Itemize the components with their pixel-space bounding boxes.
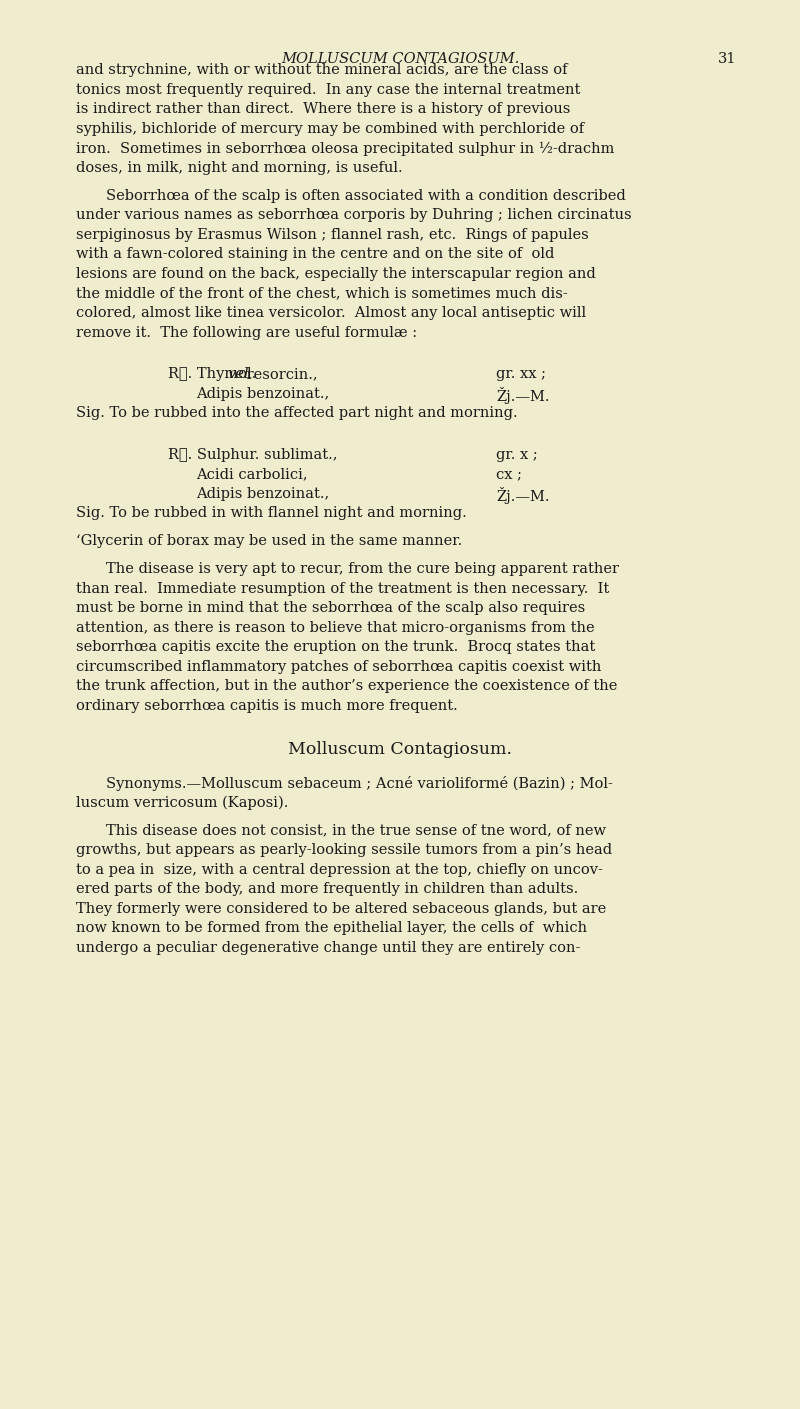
Text: to a pea in  size, with a central depression at the top, chiefly on uncov-: to a pea in size, with a central depress… <box>76 862 603 876</box>
Text: iron.  Sometimes in seborrhœa oleosa precipitated sulphur in ½-drachm: iron. Sometimes in seborrhœa oleosa prec… <box>76 141 614 155</box>
Text: MOLLUSCUM CONTAGIOSUM.: MOLLUSCUM CONTAGIOSUM. <box>281 52 519 66</box>
Text: Synonyms.—Molluscum sebaceum ; Acné varioliformé (Bazin) ; Mol-: Synonyms.—Molluscum sebaceum ; Acné vari… <box>106 776 614 790</box>
Text: vel: vel <box>227 368 249 382</box>
Text: ered parts of the body, and more frequently in children than adults.: ered parts of the body, and more frequen… <box>76 882 578 896</box>
Text: 31: 31 <box>718 52 736 66</box>
Text: Adipis benzoinat.,: Adipis benzoinat., <box>196 488 330 500</box>
Text: the trunk affection, but in the author’s experience the coexistence of the: the trunk affection, but in the author’s… <box>76 679 618 693</box>
Text: Žj.—M.: Žj.—M. <box>496 386 550 404</box>
Text: serpiginosus by Erasmus Wilson ; flannel rash, etc.  Rings of papules: serpiginosus by Erasmus Wilson ; flannel… <box>76 228 589 242</box>
Text: attention, as there is reason to believe that micro-organisms from the: attention, as there is reason to believe… <box>76 621 594 635</box>
Text: The disease is very apt to recur, from the cure being apparent rather: The disease is very apt to recur, from t… <box>106 562 619 576</box>
Text: Žj.—M.: Žj.—M. <box>496 488 550 504</box>
Text: Acidi carbolici,: Acidi carbolici, <box>196 468 308 482</box>
Text: Sig. To be rubbed into the affected part night and morning.: Sig. To be rubbed into the affected part… <box>76 406 518 420</box>
Text: Seborrhœa of the scalp is often associated with a condition described: Seborrhœa of the scalp is often associat… <box>106 189 626 203</box>
Text: colored, almost like tinea versicolor.  Almost any local antiseptic will: colored, almost like tinea versicolor. A… <box>76 306 586 320</box>
Text: Adipis benzoinat.,: Adipis benzoinat., <box>196 386 330 400</box>
Text: They formerly were considered to be altered sebaceous glands, but are: They formerly were considered to be alte… <box>76 902 606 916</box>
Text: gr. x ;: gr. x ; <box>496 448 538 462</box>
Text: circumscribed inflammatory patches of seborrhœa capitis coexist with: circumscribed inflammatory patches of se… <box>76 659 602 674</box>
Text: doses, in milk, night and morning, is useful.: doses, in milk, night and morning, is us… <box>76 161 402 175</box>
Text: undergo a peculiar degenerative change until they are entirely con-: undergo a peculiar degenerative change u… <box>76 941 580 955</box>
Text: Sig. To be rubbed in with flannel night and morning.: Sig. To be rubbed in with flannel night … <box>76 506 466 520</box>
Text: growths, but appears as pearly-looking sessile tumors from a pin’s head: growths, but appears as pearly-looking s… <box>76 843 612 857</box>
Text: than real.  Immediate resumption of the treatment is then necessary.  It: than real. Immediate resumption of the t… <box>76 582 610 596</box>
Text: seborrhœa capitis excite the eruption on the trunk.  Brocq states that: seborrhœa capitis excite the eruption on… <box>76 640 595 654</box>
Text: syphilis, bichloride of mercury may be combined with perchloride of: syphilis, bichloride of mercury may be c… <box>76 123 584 135</box>
Text: and strychnine, with or without the mineral acids, are the class of: and strychnine, with or without the mine… <box>76 63 567 77</box>
Text: lesions are found on the back, especially the interscapular region and: lesions are found on the back, especiall… <box>76 268 596 280</box>
Text: Molluscum Contagiosum.: Molluscum Contagiosum. <box>288 741 512 758</box>
Text: Rℓ. Sulphur. sublimat.,: Rℓ. Sulphur. sublimat., <box>168 448 338 462</box>
Text: Rℓ. Thymol.: Rℓ. Thymol. <box>168 368 261 382</box>
Text: tonics most frequently required.  In any case the internal treatment: tonics most frequently required. In any … <box>76 83 580 97</box>
Text: the middle of the front of the chest, which is sometimes much dis-: the middle of the front of the chest, wh… <box>76 286 568 300</box>
Text: is indirect rather than direct.  Where there is a history of previous: is indirect rather than direct. Where th… <box>76 103 570 117</box>
Text: now known to be formed from the epithelial layer, the cells of  which: now known to be formed from the epitheli… <box>76 921 587 936</box>
Text: ‘Glycerin of borax may be used in the same manner.: ‘Glycerin of borax may be used in the sa… <box>76 534 462 548</box>
Text: luscum verricosum (Kaposi).: luscum verricosum (Kaposi). <box>76 796 288 810</box>
Text: resorcin.,: resorcin., <box>242 368 318 382</box>
Text: This disease does not consist, in the true sense of tne word, of new: This disease does not consist, in the tr… <box>106 824 606 837</box>
Text: under various names as seborrhœa corporis by Duhring ; lichen circinatus: under various names as seborrhœa corpori… <box>76 209 632 223</box>
Text: ⅽx ;: ⅽx ; <box>496 468 522 482</box>
Text: gr. xx ;: gr. xx ; <box>496 368 546 382</box>
Text: with a fawn-colored staining in the centre and on the site of  old: with a fawn-colored staining in the cent… <box>76 248 554 262</box>
Text: ordinary seborrhœa capitis is much more frequent.: ordinary seborrhœa capitis is much more … <box>76 699 458 713</box>
Text: remove it.  The following are useful formulæ :: remove it. The following are useful form… <box>76 325 417 340</box>
Text: must be borne in mind that the seborrhœa of the scalp also requires: must be borne in mind that the seborrhœa… <box>76 602 586 616</box>
